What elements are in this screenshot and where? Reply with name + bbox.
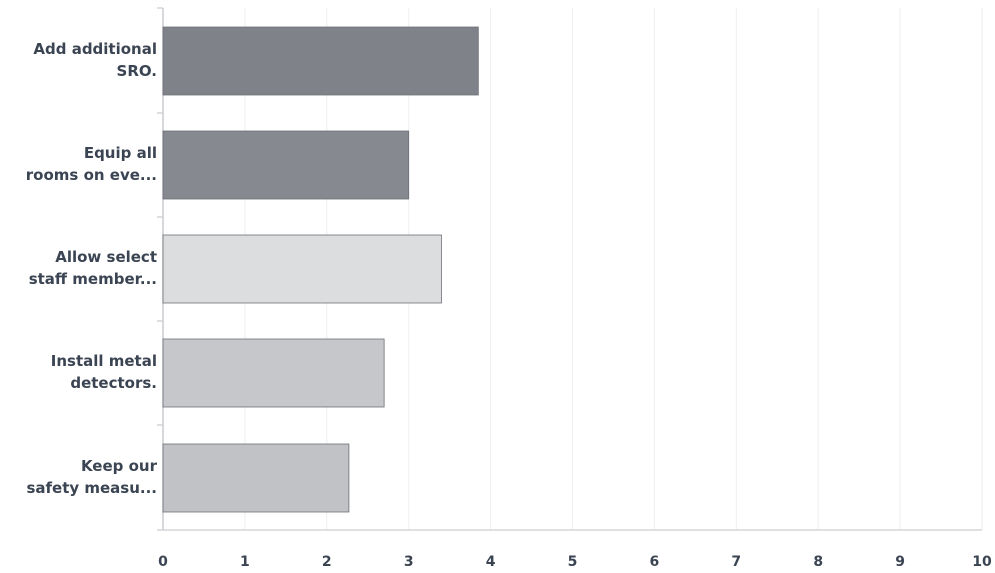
bar — [162, 26, 479, 96]
category-label: Add additional SRO. — [33, 40, 157, 80]
x-tick-label: 3 — [404, 554, 414, 570]
bar — [162, 443, 350, 513]
category-label: Keep our safety measu... — [26, 457, 157, 497]
category-label: Equip all rooms on eve... — [26, 144, 157, 184]
x-tick-label: 6 — [650, 554, 660, 570]
category-labels: Add additional SRO. Equip all rooms on eve.… — [26, 40, 158, 497]
x-tick-label: 4 — [486, 554, 496, 570]
x-tick-label: 8 — [813, 554, 823, 570]
category-label: Allow select staff member... — [29, 248, 157, 288]
bar — [162, 130, 410, 200]
x-tick-label: 9 — [895, 554, 905, 570]
bars — [162, 26, 479, 513]
x-tick-label: 7 — [731, 554, 741, 570]
x-tick-labels: 0 1 2 3 4 5 6 7 8 9 10 — [158, 554, 992, 570]
x-tick-label: 0 — [158, 554, 168, 570]
x-tick-label: 10 — [972, 554, 992, 570]
x-tick-label: 2 — [322, 554, 332, 570]
category-label: Install metal detectors. — [51, 352, 157, 392]
bar — [162, 234, 442, 304]
x-tick-label: 1 — [240, 554, 250, 570]
x-tick-label: 5 — [568, 554, 578, 570]
bar — [162, 338, 385, 408]
